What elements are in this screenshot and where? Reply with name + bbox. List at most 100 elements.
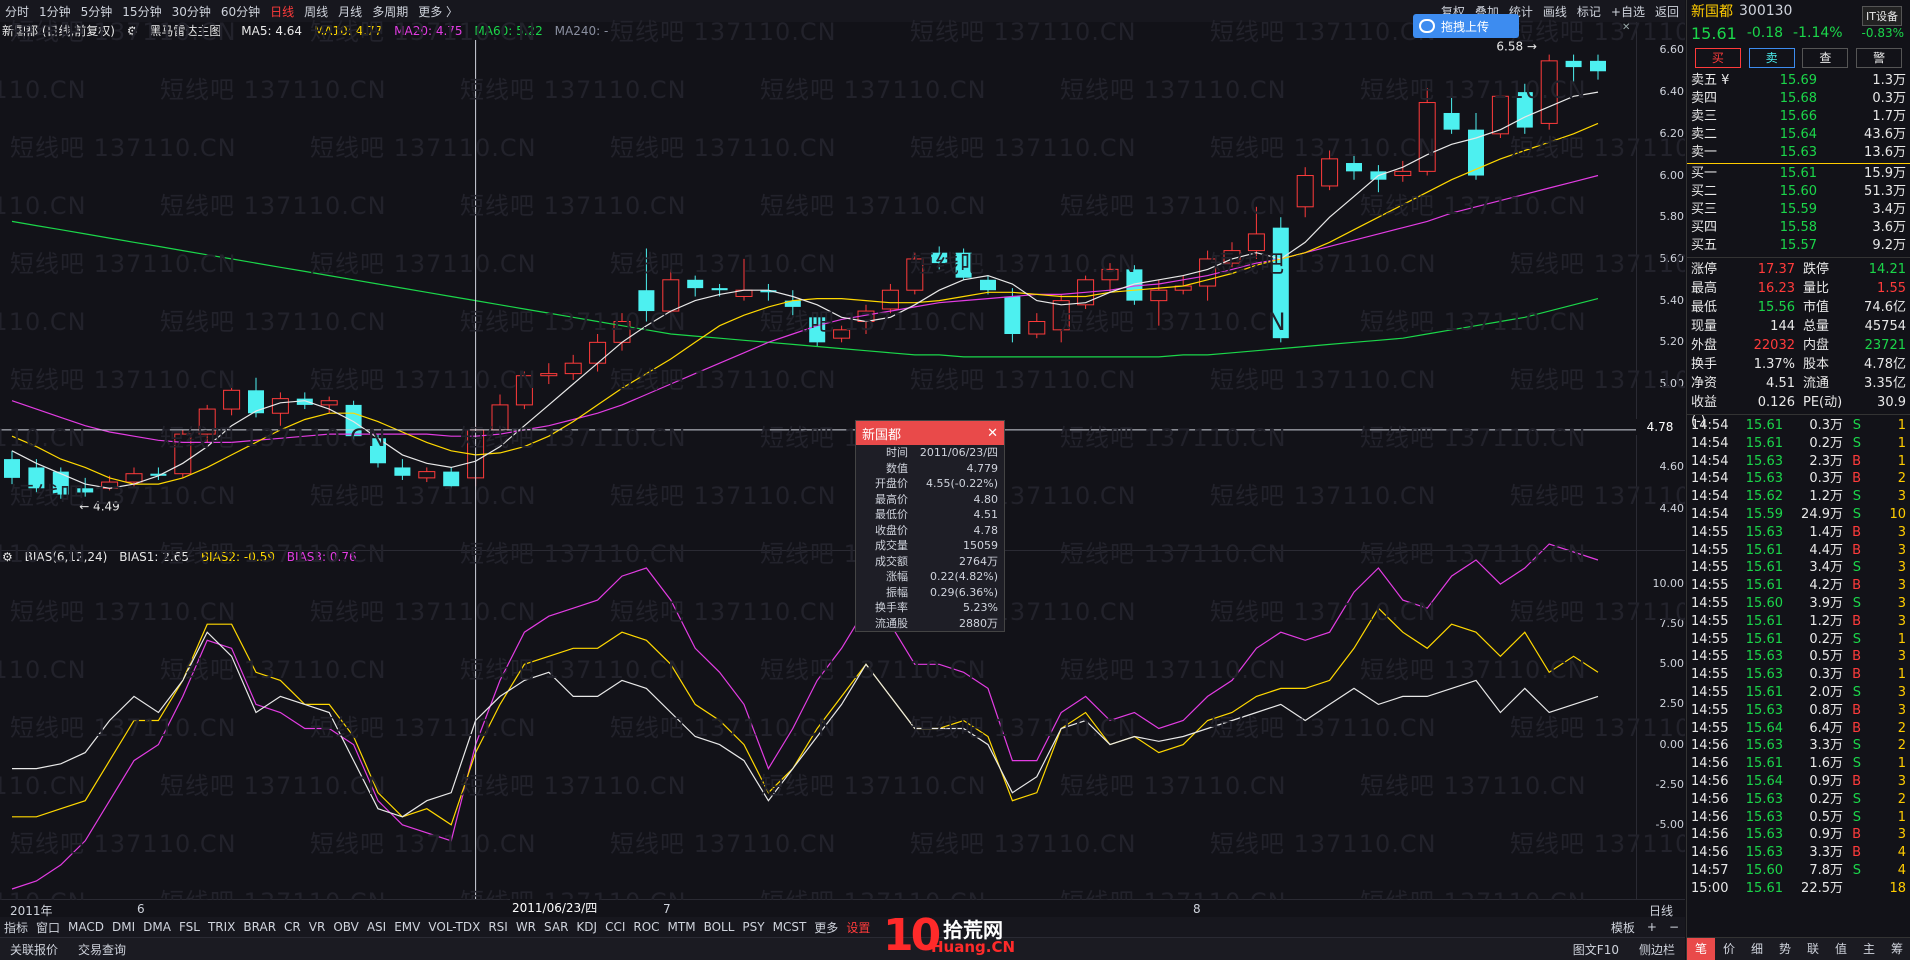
ask-row[interactable]: 卖二 15.64 43.6万 xyxy=(1687,126,1910,144)
bid-row[interactable]: 买二 15.60 51.3万 xyxy=(1687,183,1910,201)
period-2[interactable]: 5分钟 xyxy=(80,4,113,19)
tick-row: 14:55 15.63 0.8万 B 3 xyxy=(1687,702,1910,720)
book-volume: 43.6万 xyxy=(1864,127,1906,142)
ask-row[interactable]: 卖五 ¥ 15.69 1.3万 xyxy=(1687,72,1910,90)
bid-row[interactable]: 买三 15.59 3.4万 xyxy=(1687,201,1910,219)
kline-chart[interactable]: 6.58 → ← 4.49 xyxy=(0,40,1636,900)
ask-row[interactable]: 卖一 15.63 13.6万 xyxy=(1687,144,1910,162)
bottom-left-1[interactable]: 交易查询 xyxy=(78,942,127,957)
indicator-4[interactable]: DMA xyxy=(143,920,171,934)
indicator-10[interactable]: OBV xyxy=(333,920,359,934)
indicator-23[interactable]: MCST xyxy=(772,920,807,934)
period-0[interactable]: 分时 xyxy=(5,4,30,19)
indicator-13[interactable]: VOL-TDX xyxy=(428,920,481,934)
panel-tab-1[interactable]: 价 xyxy=(1722,942,1735,956)
close-icon[interactable]: ✕ xyxy=(987,425,998,441)
ask-row[interactable]: 卖三 15.66 1.7万 xyxy=(1687,108,1910,126)
indicator-15[interactable]: WR xyxy=(515,920,537,934)
tick-price: 15.63 xyxy=(1745,738,1783,754)
indicator-6[interactable]: TRIX xyxy=(207,920,236,934)
indicator-14[interactable]: RSI xyxy=(488,920,508,934)
book-label: 卖二 xyxy=(1691,127,1718,142)
tool-5[interactable]: +自选 xyxy=(1610,4,1645,19)
indicator-24[interactable]: 更多 xyxy=(814,920,839,935)
indicator-18[interactable]: CCI xyxy=(605,920,626,934)
indicator-12[interactable]: EMV xyxy=(394,920,421,934)
tool-4[interactable]: 标记 xyxy=(1576,4,1601,19)
indicator-3[interactable]: DMI xyxy=(112,920,136,934)
indicator-0[interactable]: 指标 xyxy=(4,920,29,935)
indicator-17[interactable]: KDJ xyxy=(576,920,598,934)
indicator-right-1[interactable]: + xyxy=(1646,920,1657,934)
buy-button[interactable]: 买 xyxy=(1694,48,1741,68)
indicator-5[interactable]: FSL xyxy=(178,920,200,934)
bid-row[interactable]: 买五 15.57 9.2万 xyxy=(1687,237,1910,255)
indicator-1[interactable]: 窗口 xyxy=(36,920,61,935)
indicator-right-0[interactable]: 模板 xyxy=(1610,920,1635,935)
alert-button[interactable]: 警 xyxy=(1856,48,1903,68)
upload-close-icon[interactable]: ✕ xyxy=(1622,22,1631,33)
bid-row[interactable]: 买一 15.61 15.9万 xyxy=(1687,165,1910,183)
panel-tab-4[interactable]: 联 xyxy=(1806,942,1819,956)
panel-tab-0[interactable]: 笔 xyxy=(1687,938,1715,960)
bias-gear-icon[interactable]: ⚙ xyxy=(2,550,13,564)
site-logo: 10 拾荒网 Huang.CN xyxy=(883,910,1015,960)
bottom-right-0[interactable]: 图文F10 xyxy=(1572,942,1619,957)
candle xyxy=(1516,83,1533,134)
indicator-2[interactable]: MACD xyxy=(68,920,105,934)
period-4[interactable]: 30分钟 xyxy=(171,4,211,19)
book-label: 卖一 xyxy=(1691,145,1718,160)
period-3[interactable]: 15分钟 xyxy=(122,4,162,19)
panel-tab-2[interactable]: 细 xyxy=(1750,942,1763,956)
sell-button[interactable]: 卖 xyxy=(1748,48,1795,68)
indicator-20[interactable]: MTM xyxy=(667,920,696,934)
tool-3[interactable]: 画线 xyxy=(1542,4,1567,19)
sector-button[interactable]: IT设备 xyxy=(1862,6,1902,26)
panel-tab-7[interactable]: 筹 xyxy=(1890,942,1903,956)
ask-row[interactable]: 卖四 15.68 0.3万 xyxy=(1687,90,1910,108)
panel-tab-5[interactable]: 值 xyxy=(1834,942,1847,956)
upload-button[interactable]: 拖拽上传 xyxy=(1413,14,1519,38)
indicator-gear-icon[interactable]: ⚙ xyxy=(126,24,138,38)
panel-tab-3[interactable]: 势 xyxy=(1778,942,1791,956)
stat-value: 1.37% xyxy=(1753,357,1795,372)
book-label: 买五 xyxy=(1691,238,1718,253)
legend-ma5: MA5: 4.64 xyxy=(241,24,303,38)
quote-panel: 新国都 300130 IT设备 15.61 -0.18 -1.14% -0.83… xyxy=(1686,0,1910,960)
period-9[interactable]: 多周期 xyxy=(372,4,409,19)
bottom-right-1[interactable]: 侧边栏 xyxy=(1638,942,1675,957)
indicator-22[interactable]: PSY xyxy=(742,920,765,934)
tooltip-value: 5.23% xyxy=(963,601,998,614)
price-tick: 6.40 xyxy=(1659,85,1685,99)
tooltip-row: 最低价 4.51 xyxy=(856,507,1004,523)
period-5[interactable]: 60分钟 xyxy=(220,4,261,19)
tool-6[interactable]: 返回 xyxy=(1654,4,1679,19)
tick-row: 14:54 15.61 0.2万 S 1 xyxy=(1687,435,1910,453)
indicator-21[interactable]: BOLL xyxy=(703,920,735,934)
bottom-left-0[interactable]: 关联报价 xyxy=(10,942,59,957)
indicator-19[interactable]: ROC xyxy=(633,920,660,934)
panel-tab-6[interactable]: 主 xyxy=(1862,942,1875,956)
bid-row[interactable]: 买四 15.58 3.6万 xyxy=(1687,219,1910,237)
period-6[interactable]: 日线 xyxy=(270,4,295,19)
indicator-11[interactable]: ASI xyxy=(366,920,387,934)
indicator-7[interactable]: BRAR xyxy=(243,920,277,934)
indicator-16[interactable]: SAR xyxy=(544,920,569,934)
date-axis: 2011年 6 7 8 日线 xyxy=(0,899,1685,918)
period-1[interactable]: 1分钟 xyxy=(39,4,71,19)
stat-row: 涨停 17.37 跌停 14.21 xyxy=(1687,260,1910,279)
period-10[interactable]: 更多 〉 xyxy=(418,4,459,19)
period-7[interactable]: 周线 xyxy=(304,4,329,19)
period-8[interactable]: 月线 xyxy=(338,4,363,19)
tick-count: 2 xyxy=(1897,791,1906,807)
tick-price: 15.61 xyxy=(1745,435,1783,451)
indicator-25[interactable]: 设置 xyxy=(846,920,871,935)
stat-key: 净资 xyxy=(1691,376,1718,391)
indicator-8[interactable]: CR xyxy=(284,920,301,934)
indicator-9[interactable]: VR xyxy=(308,920,326,934)
query-button[interactable]: 查 xyxy=(1802,48,1849,68)
tick-list: 14:54 15.61 0.3万 S 1 14:54 15.61 0.2万 S 1 14:54 15.… xyxy=(1687,417,1910,898)
indicator-right-2[interactable]: − xyxy=(1668,920,1679,934)
tick-time: 14:54 xyxy=(1691,453,1729,469)
tick-time: 14:55 xyxy=(1691,631,1729,647)
